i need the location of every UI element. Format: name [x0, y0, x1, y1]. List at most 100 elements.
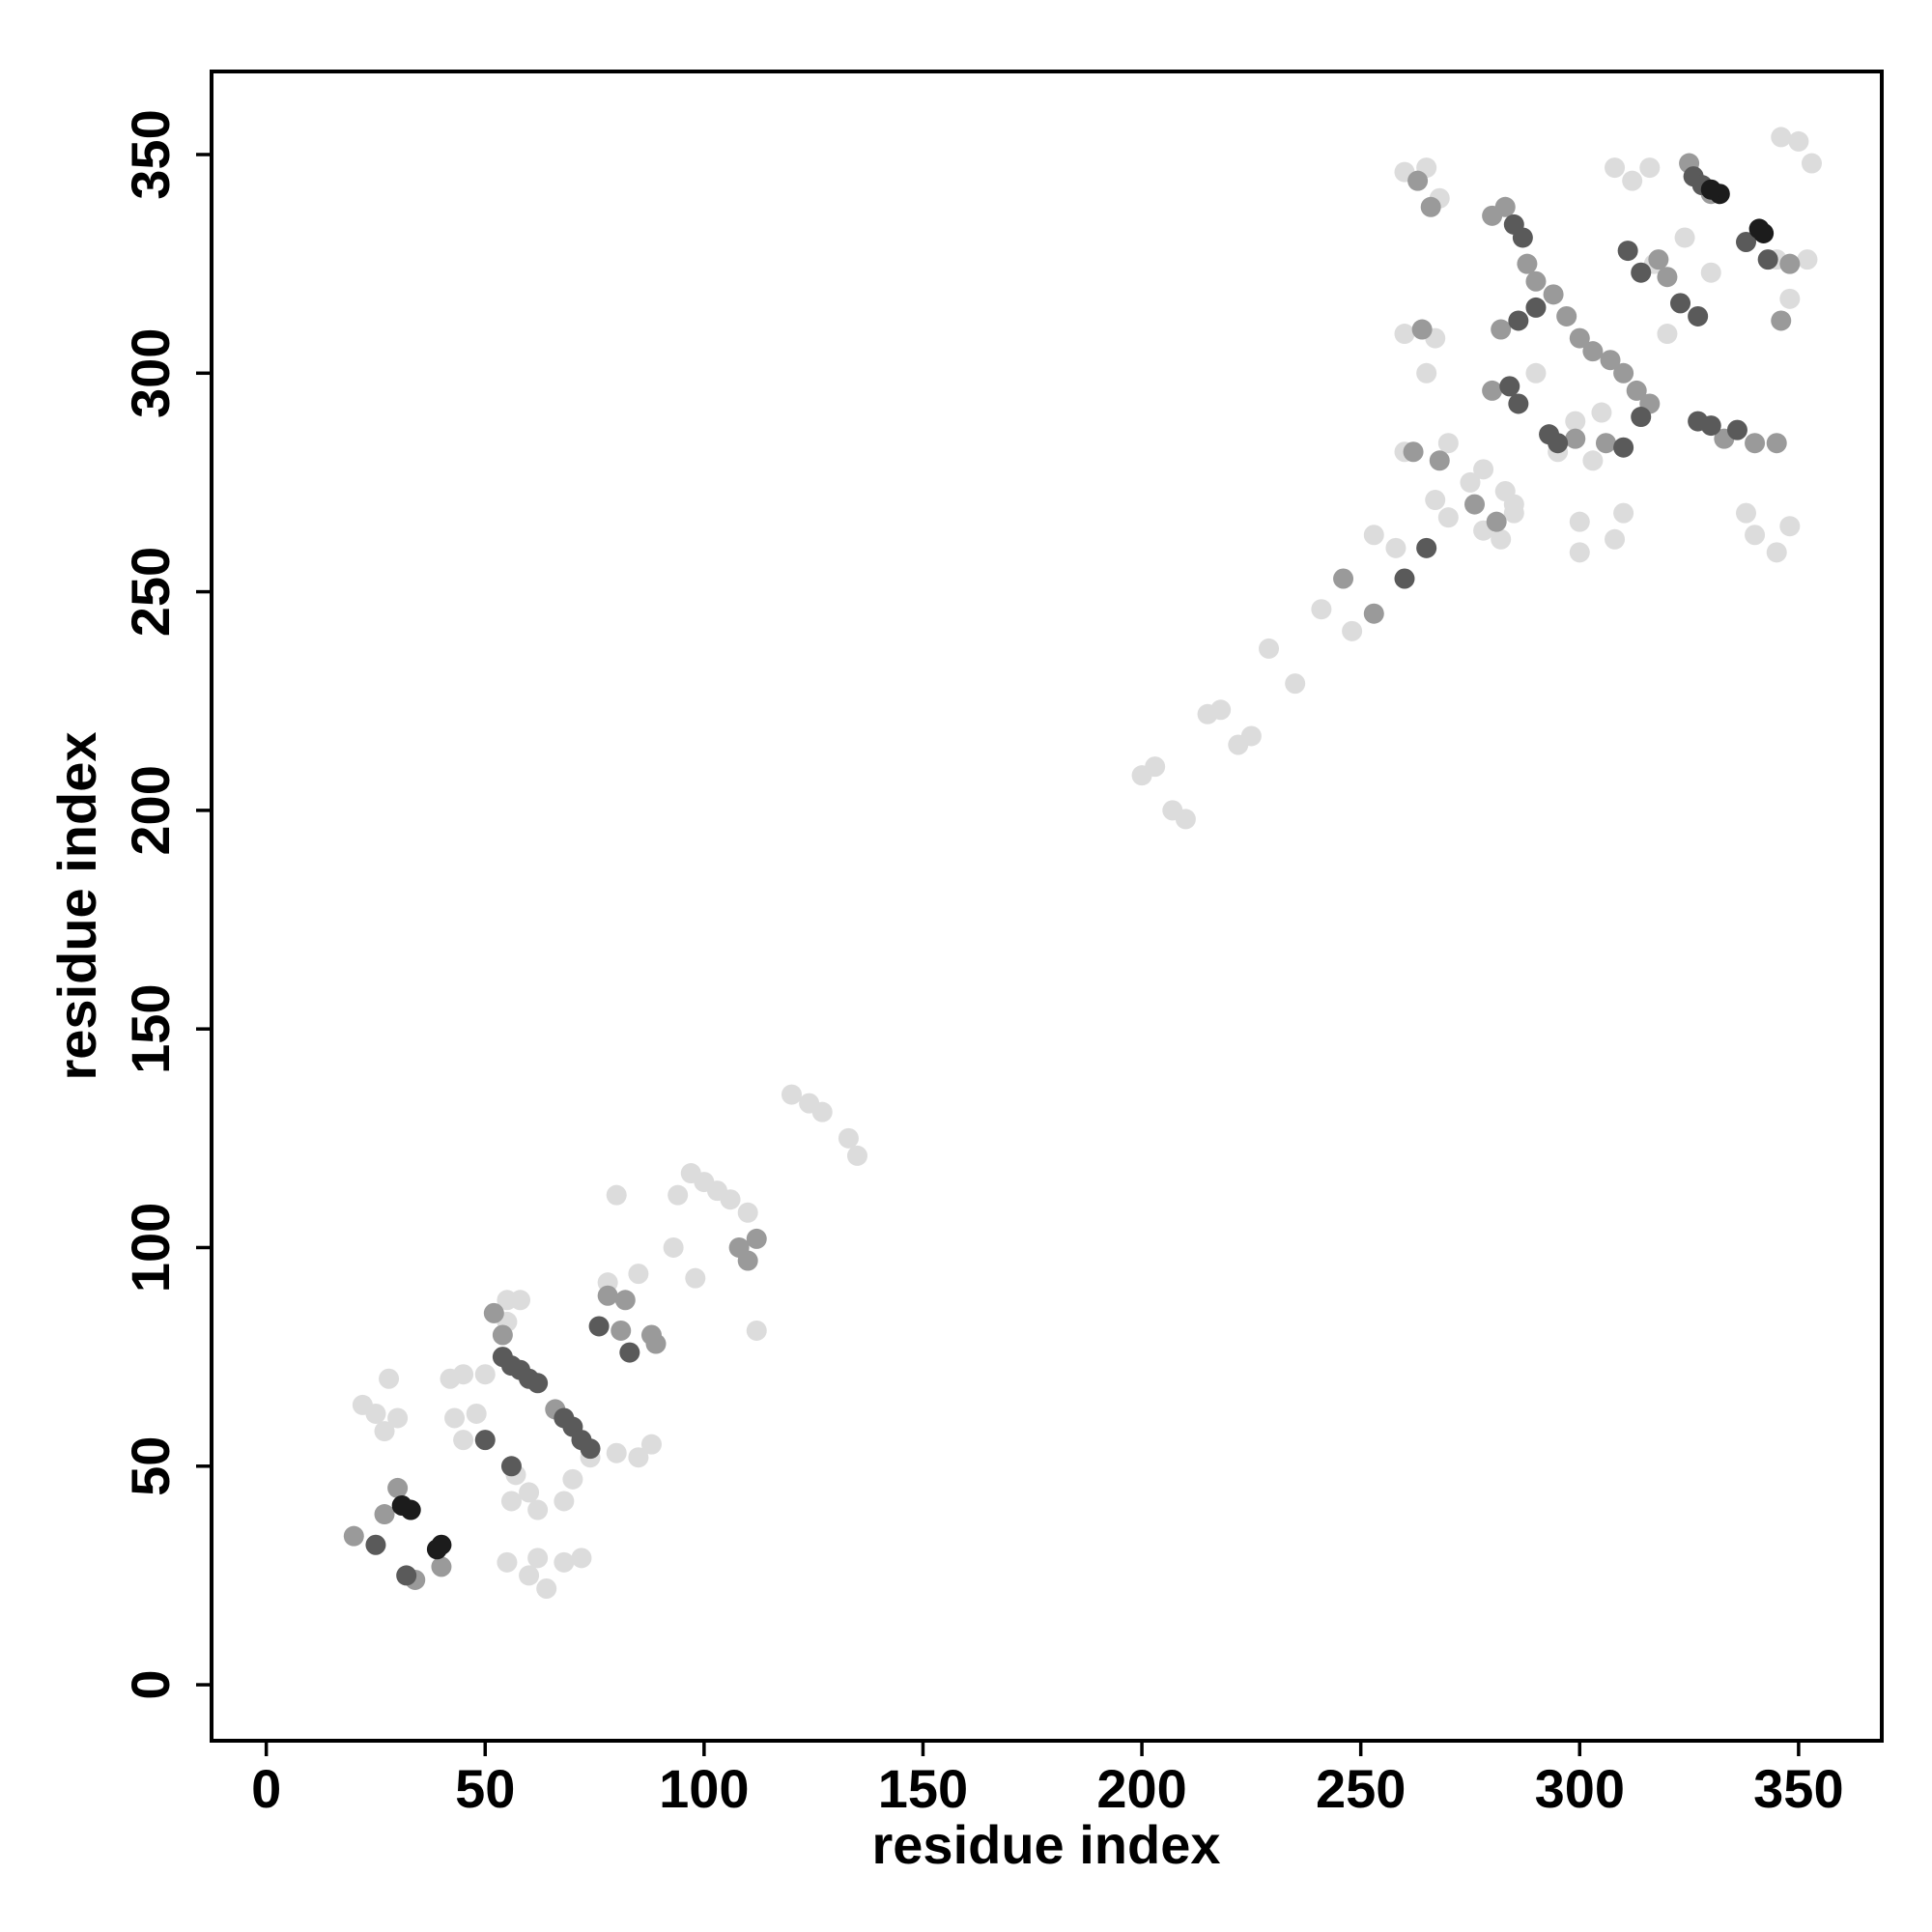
point	[374, 1504, 395, 1525]
point	[1745, 525, 1766, 546]
point	[1779, 288, 1801, 309]
point	[1569, 511, 1590, 532]
point	[1726, 419, 1747, 440]
point	[554, 1491, 575, 1512]
point	[510, 1290, 531, 1311]
point	[1595, 433, 1616, 454]
point	[1342, 620, 1363, 641]
point	[1771, 310, 1792, 331]
point	[1145, 756, 1166, 778]
point	[444, 1407, 466, 1429]
point	[1565, 428, 1586, 449]
point	[614, 1290, 636, 1311]
point	[746, 1228, 767, 1249]
point	[1797, 249, 1818, 270]
point	[1700, 179, 1721, 200]
point	[571, 1548, 592, 1569]
y-tick-label: 200	[120, 765, 181, 855]
point	[1420, 196, 1441, 217]
point	[737, 1202, 758, 1223]
point	[1700, 415, 1721, 437]
point	[536, 1577, 557, 1599]
point	[1464, 494, 1486, 515]
point	[1779, 516, 1801, 537]
point	[737, 1250, 758, 1271]
point	[838, 1127, 859, 1149]
point	[1753, 222, 1775, 243]
point	[527, 1499, 549, 1520]
x-tick-label: 200	[1096, 1758, 1186, 1819]
point	[1771, 127, 1792, 148]
point	[500, 1456, 522, 1477]
point	[474, 1430, 496, 1451]
point	[645, 1333, 667, 1354]
y-tick-label: 50	[120, 1436, 181, 1496]
point	[374, 1421, 395, 1442]
point	[580, 1438, 601, 1460]
point	[1491, 319, 1512, 340]
point	[1779, 253, 1801, 274]
x-tick-label: 250	[1316, 1758, 1406, 1819]
point	[1600, 350, 1621, 371]
point	[1486, 511, 1507, 532]
y-tick-label: 100	[120, 1203, 181, 1293]
x-axis-title: residue index	[871, 1814, 1220, 1875]
point	[431, 1556, 452, 1577]
point	[1494, 196, 1516, 217]
point	[1736, 502, 1757, 524]
point	[1788, 130, 1809, 152]
point	[1605, 157, 1626, 179]
point	[1175, 809, 1196, 830]
point	[1766, 542, 1787, 563]
point	[1394, 568, 1415, 589]
point	[1460, 471, 1481, 493]
point	[1631, 262, 1652, 283]
point	[1543, 284, 1564, 305]
point	[1240, 725, 1262, 747]
point	[606, 1442, 627, 1463]
point	[1565, 411, 1586, 432]
point	[1394, 324, 1415, 345]
point	[474, 1364, 496, 1385]
point	[597, 1285, 618, 1306]
point	[781, 1084, 803, 1105]
y-tick-label: 0	[120, 1669, 181, 1699]
point	[562, 1468, 583, 1490]
point	[365, 1534, 386, 1555]
point	[1503, 502, 1524, 524]
point	[497, 1551, 518, 1573]
point	[640, 1434, 662, 1455]
point	[1517, 253, 1538, 274]
point	[1626, 380, 1647, 401]
point	[1494, 480, 1516, 501]
point	[628, 1447, 649, 1468]
point	[1508, 310, 1529, 331]
point	[1631, 407, 1652, 428]
point	[1556, 305, 1577, 327]
point	[1582, 341, 1604, 362]
point	[1700, 262, 1721, 283]
point	[1674, 227, 1695, 248]
y-axis-title: residue index	[46, 731, 107, 1080]
point	[628, 1264, 649, 1285]
x-tick-label: 100	[659, 1758, 749, 1819]
point	[1801, 153, 1822, 174]
point	[846, 1145, 867, 1166]
x-tick-label: 0	[251, 1758, 281, 1819]
point	[1385, 537, 1406, 558]
y-tick-label: 300	[120, 328, 181, 418]
point	[1639, 157, 1661, 179]
point	[1259, 638, 1280, 659]
point	[1605, 528, 1626, 550]
y-tick-label: 350	[120, 109, 181, 199]
point	[1285, 673, 1306, 695]
point	[1613, 437, 1634, 458]
point	[1569, 327, 1590, 349]
point	[619, 1342, 640, 1363]
point	[1429, 450, 1450, 471]
point	[500, 1491, 522, 1512]
point	[343, 1525, 364, 1547]
point	[387, 1407, 409, 1429]
point	[1437, 433, 1459, 454]
